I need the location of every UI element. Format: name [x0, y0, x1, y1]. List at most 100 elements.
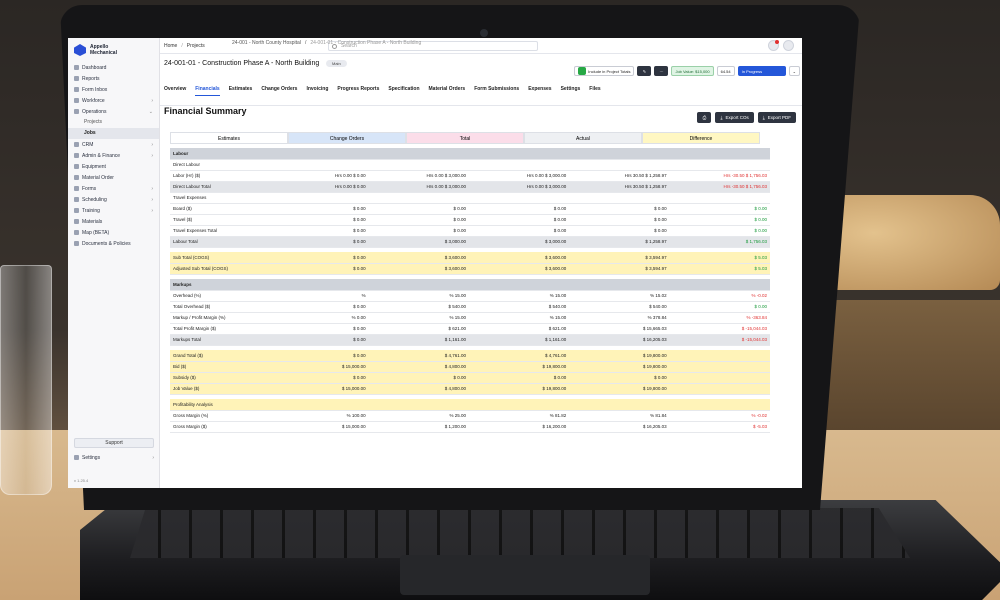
tab-specification[interactable]: Specification — [388, 86, 420, 92]
table-cell — [368, 279, 469, 291]
table-cell: $ 5.03 — [669, 252, 770, 264]
tab-form-submissions[interactable]: Form Submissions — [474, 86, 520, 92]
sidebar-item-scheduling[interactable]: Scheduling › — [68, 194, 159, 205]
finance-icon — [74, 153, 79, 158]
sidebar-item-settings[interactable]: Settings › — [68, 452, 160, 463]
sidebar-item-form-inbox[interactable]: Form Inbox — [68, 84, 159, 95]
sidebar-item-workforce[interactable]: Workforce › — [68, 95, 159, 106]
tab-overview[interactable]: Overview — [164, 86, 187, 92]
table-row: Subsidy ($) $ 0.00 $ 0.00 $ 0.00 $ 0.00 — [170, 372, 770, 384]
map-icon — [74, 230, 79, 235]
sidebar-subitem-jobs[interactable]: Jobs — [68, 128, 159, 139]
breadcrumb-project[interactable]: 24-001 - North County Hospital — [232, 40, 301, 46]
more-actions-button[interactable]: ⋯ — [654, 66, 669, 76]
sidebar-item-crm[interactable]: CRM › — [68, 139, 159, 150]
sidebar-item-operations[interactable]: Operations ⌄ — [68, 106, 159, 117]
table-cell: $ -5.03 — [669, 421, 770, 433]
tab-files[interactable]: Files — [589, 86, 601, 92]
tab-change-orders[interactable]: Change Orders — [261, 86, 298, 92]
search-input[interactable]: Search — [328, 41, 538, 51]
sidebar-subitem-projects[interactable]: Projects — [84, 119, 103, 125]
sidebar-item-material-order[interactable]: Material Order — [68, 172, 159, 183]
breadcrumb-home[interactable]: Home — [164, 42, 178, 49]
sidebar-item-materials[interactable]: Materials — [68, 216, 159, 227]
table-cell: $ 1,756.03 — [669, 236, 770, 248]
tab-estimates[interactable]: Estimates — [228, 86, 253, 92]
table-cell: % 0.00 — [268, 312, 369, 324]
tab-expenses[interactable]: Expenses — [528, 86, 552, 92]
sidebar-item-label: Operations — [82, 108, 107, 115]
export-pdf-button[interactable]: ⤓ Export PDF — [757, 112, 796, 123]
breadcrumb-job[interactable]: 24-001-01 - Construction Phase A - North… — [310, 40, 422, 46]
row-label: Gross Margin ($) — [170, 421, 269, 433]
sidebar-item-admin-finance[interactable]: Admin & Finance › — [68, 150, 159, 161]
table-cell: % 25.00 — [368, 410, 469, 422]
row-label: Profitability Analysis — [170, 399, 269, 411]
notification-bell-icon[interactable] — [768, 40, 779, 51]
laptop-trackpad — [400, 555, 650, 595]
chevron-down-icon[interactable]: ⌄ — [788, 66, 800, 76]
job-value-badge: Job Value: $15,000 — [671, 66, 714, 76]
table-cell — [669, 361, 770, 373]
sidebar-item-forms[interactable]: Forms › — [68, 183, 159, 194]
sidebar-item-training[interactable]: Training › — [68, 205, 159, 216]
app-version: v 1.25.4 — [74, 478, 89, 483]
table-cell: $ 3,000.00 — [368, 236, 469, 248]
breadcrumb-separator: / — [181, 42, 183, 49]
table-row: Labour Total $ 0.00 $ 3,000.00 $ 3,000.00 $ … — [170, 236, 770, 248]
tab-financials[interactable]: Financials — [195, 86, 220, 96]
sidebar-item-label: Workforce — [82, 97, 105, 104]
table-cell: $ 19,800.00 — [569, 350, 670, 362]
row-label: Direct Labour — [170, 159, 269, 171]
breadcrumb-projects[interactable]: Projects — [186, 42, 205, 49]
row-label: Labour Total — [170, 236, 269, 248]
table-row: Labour — [170, 148, 770, 160]
table-cell: $ 0.00 — [569, 214, 670, 226]
logo-icon — [74, 44, 86, 56]
sidebar-item-label: Materials — [82, 218, 103, 225]
tab-material-orders[interactable]: Material Orders — [428, 86, 466, 92]
sidebar-item-dashboard[interactable]: Dashboard — [68, 62, 159, 73]
tab-progress-reports[interactable]: Progress Reports — [337, 86, 380, 92]
user-avatar[interactable] — [783, 40, 794, 51]
box-icon — [74, 175, 79, 180]
table-cell: $ 0.00 — [368, 225, 469, 237]
table-cell — [268, 159, 369, 171]
sidebar-item-equipment[interactable]: Equipment — [68, 161, 159, 172]
col-header-change-orders: Change Orders — [288, 132, 406, 144]
include-project-totals-toggle[interactable]: Include in Project Totals — [574, 66, 635, 76]
table-cell: $ 19,800.00 — [468, 383, 570, 395]
row-label: Gross Margin (%) — [170, 410, 269, 422]
tab-settings[interactable]: Settings — [560, 86, 581, 92]
table-cell: % -0.02 — [669, 290, 770, 302]
sidebar-item-label: Dashboard — [82, 64, 107, 71]
table-cell: $ 0.00 — [669, 203, 770, 215]
job-tabs: Overview Financials Estimates Change Orders… — [164, 86, 601, 96]
percent-complete-field[interactable]: 64.54 — [716, 66, 735, 76]
table-cell: $ 0.00 — [569, 225, 670, 237]
support-button[interactable]: Support — [74, 438, 154, 448]
brand-logo[interactable]: Appello Mechanical — [68, 38, 159, 62]
edit-button[interactable]: ✎ — [637, 66, 652, 76]
print-button[interactable]: ⎙ — [697, 112, 712, 123]
status-select[interactable]: In Progress — [737, 66, 786, 76]
row-label: Sub Total (COGS) — [170, 252, 269, 264]
sidebar-item-reports[interactable]: Reports — [68, 73, 159, 84]
table-cell: $ 3,594.97 — [569, 252, 670, 264]
chevron-right-icon: › — [151, 97, 153, 104]
table-cell — [669, 192, 770, 204]
row-label: Adjusted Sub Total (COGS) — [170, 263, 269, 275]
sidebar-item-map-beta-[interactable]: Map (BETA) — [68, 227, 159, 238]
table-cell: $ 0.00 — [569, 372, 670, 384]
export-cos-button[interactable]: ⤓ Export COs — [715, 112, 754, 123]
table-cell: $ 540.00 — [468, 301, 570, 313]
row-label: Travel ($) — [170, 214, 269, 226]
table-row: Markups — [170, 279, 770, 291]
table-cell: % 15.02 — [569, 290, 670, 302]
table-cell: $ 621.00 — [368, 323, 469, 335]
table-cell: Hrs 30.50 $ 1,258.97 — [569, 170, 670, 182]
table-row: Total Overhead ($) $ 0.00 $ 540.00 $ 540.00… — [170, 301, 770, 313]
tab-invoicing[interactable]: Invoicing — [306, 86, 329, 92]
sidebar-item-documents-policies[interactable]: Documents & Policies — [68, 238, 159, 249]
sidebar-item-label: Material Order — [82, 174, 114, 181]
